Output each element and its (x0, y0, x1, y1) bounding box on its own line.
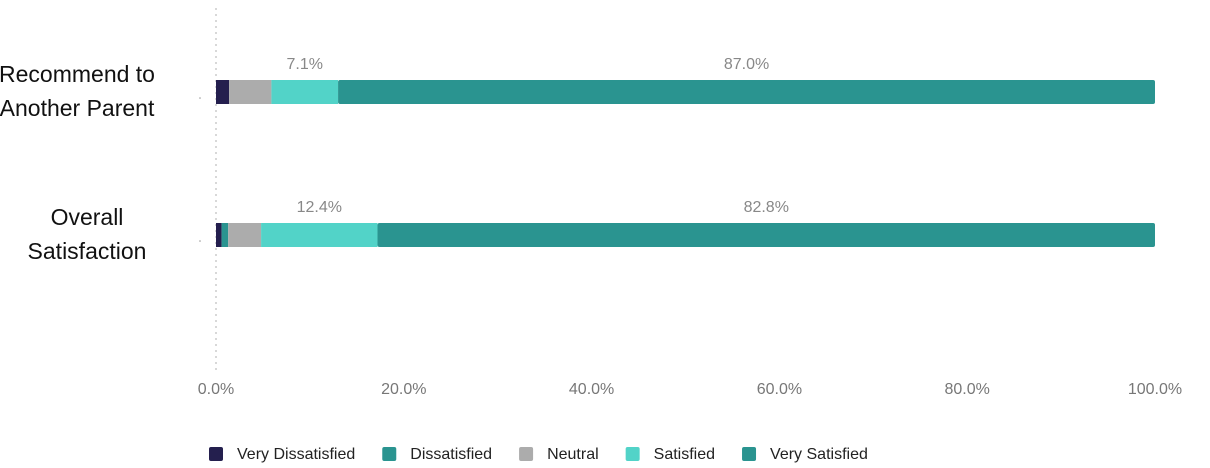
bar-segment (271, 80, 339, 104)
legend-swatch (625, 447, 640, 461)
bar-segment (228, 223, 262, 247)
x-tick-label: 80.0% (945, 381, 990, 398)
x-tick-label: 0.0% (198, 381, 234, 398)
category-label: Overall Satisfaction (27, 204, 147, 264)
value-label: 7.1% (287, 56, 323, 73)
row-tick (199, 97, 201, 99)
legend-swatch (519, 447, 534, 461)
bar-segment (221, 223, 229, 247)
legend-label: Very Satisfied (770, 446, 868, 463)
legend-swatch (209, 447, 223, 461)
bar-segment (216, 223, 222, 247)
bar-segment (377, 223, 1155, 247)
value-label: 82.8% (744, 199, 789, 216)
legend-swatch (382, 447, 397, 461)
legend-label: Neutral (547, 446, 599, 463)
legend-label: Satisfied (654, 446, 715, 463)
bar-segment (216, 80, 230, 104)
x-tick-label: 40.0% (569, 381, 614, 398)
x-tick-label: 60.0% (757, 381, 802, 398)
value-label: 12.4% (297, 199, 342, 216)
legend-swatch (742, 447, 757, 461)
x-tick-label: 20.0% (381, 381, 426, 398)
x-tick-label: 100.0% (1128, 381, 1182, 398)
bar-segment (338, 80, 1155, 104)
bar-segment (261, 223, 378, 247)
legend-label: Dissatisfied (410, 446, 492, 463)
value-label: 87.0% (724, 56, 769, 73)
row-tick (199, 240, 201, 242)
bar-segment (229, 80, 272, 104)
category-label: Recommend to Another Parent (0, 61, 155, 121)
legend-label: Very Dissatisfied (237, 446, 355, 463)
